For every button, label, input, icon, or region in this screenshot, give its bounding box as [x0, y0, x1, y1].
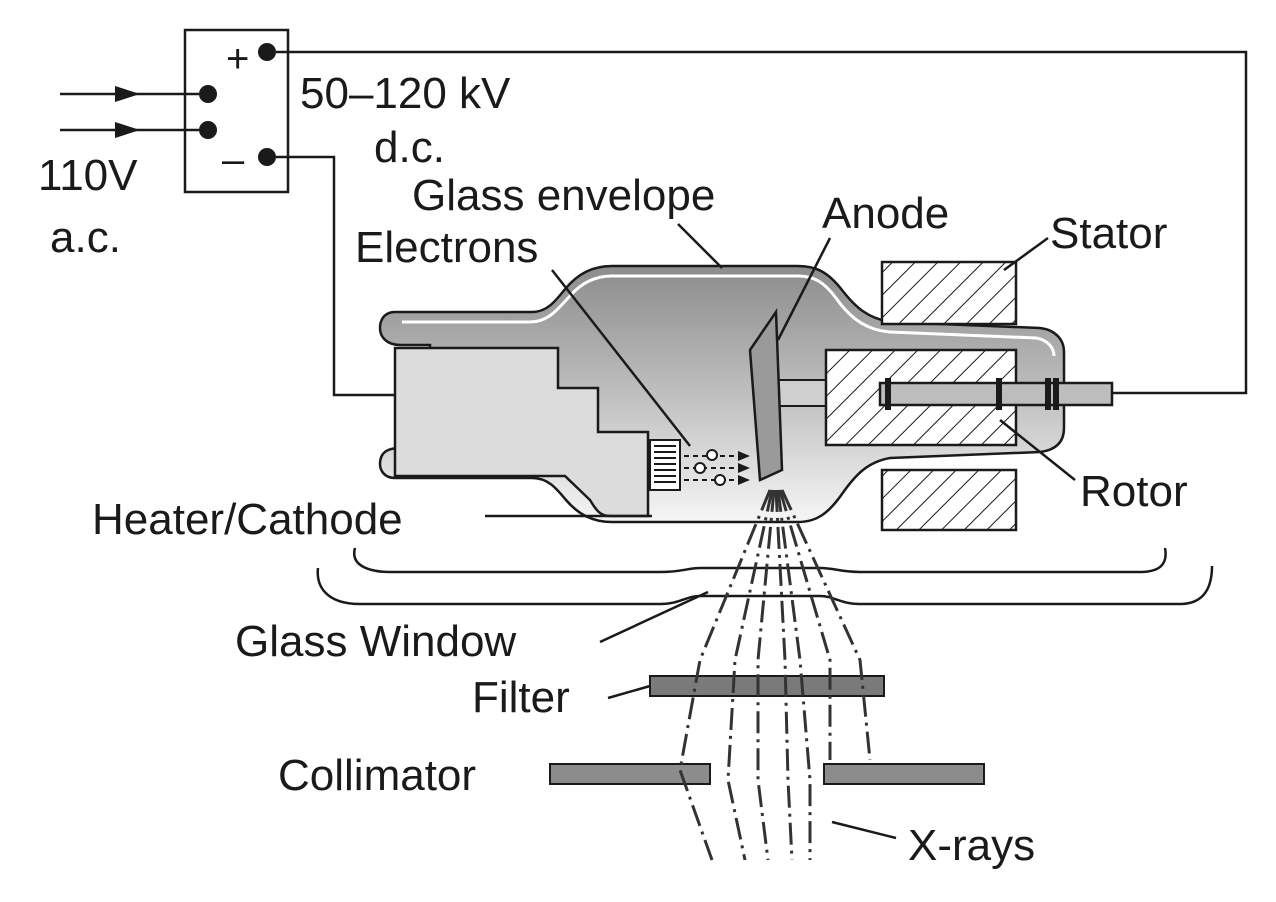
- bearings: [885, 378, 1059, 410]
- x-rays-label: X-rays: [908, 821, 1035, 870]
- glass-envelope-leader: [677, 223, 723, 269]
- anode-label: Anode: [822, 189, 949, 238]
- heater-coil-windings: [654, 445, 676, 483]
- positive-wire: [276, 50, 1248, 395]
- minus-sign: –: [222, 138, 245, 182]
- x-rays-leader: [831, 820, 897, 840]
- negative-terminal: [258, 148, 276, 166]
- electrons-label: Electrons: [355, 223, 538, 272]
- rotor-leader: [999, 419, 1076, 481]
- arrow-icon: [115, 122, 140, 138]
- stator-top: [880, 260, 1018, 326]
- input-terminal-1: [199, 85, 217, 103]
- glass-window-label: Glass Window: [235, 617, 516, 666]
- x-ray-beams: [678, 489, 872, 861]
- input-type-label: a.c.: [50, 213, 121, 262]
- anode-leader: [776, 237, 832, 341]
- input-arrows: [60, 86, 199, 138]
- stator-label: Stator: [1050, 209, 1167, 258]
- input-terminal-2: [199, 121, 217, 139]
- leader-lines: [485, 223, 1076, 840]
- stator-leader: [1003, 236, 1049, 272]
- filter-leader: [607, 684, 651, 700]
- anode-disk: [748, 308, 784, 482]
- output-type-label: d.c.: [374, 123, 445, 172]
- stator-bottom: [880, 468, 1018, 532]
- plus-sign: +: [226, 37, 249, 81]
- input-voltage-label: 110V: [38, 151, 138, 200]
- power-supply: + –: [183, 28, 290, 194]
- filter-label: Filter: [472, 673, 570, 722]
- heater-cathode-label: Heater/Cathode: [92, 495, 403, 544]
- filter-plate: [649, 675, 885, 697]
- collimator-right: [823, 763, 985, 785]
- negative-wire: [276, 155, 395, 397]
- output-voltage-label: 50–120 kV: [300, 69, 511, 118]
- anode-shaft: [777, 379, 831, 407]
- rotor-label: Rotor: [1080, 467, 1188, 516]
- glass-envelope-highlight: [402, 274, 1056, 357]
- electrons: [684, 449, 750, 486]
- electrons-leader: [551, 269, 691, 447]
- positive-terminal: [258, 43, 276, 61]
- arrow-icon: [115, 86, 140, 102]
- collimator-left: [549, 763, 711, 785]
- housing-upper: [353, 547, 1167, 574]
- collimator-label: Collimator: [278, 751, 476, 800]
- glass-window-leader: [599, 590, 709, 644]
- housing-lower: [316, 565, 1214, 606]
- glass-envelope-label: Glass envelope: [412, 171, 715, 220]
